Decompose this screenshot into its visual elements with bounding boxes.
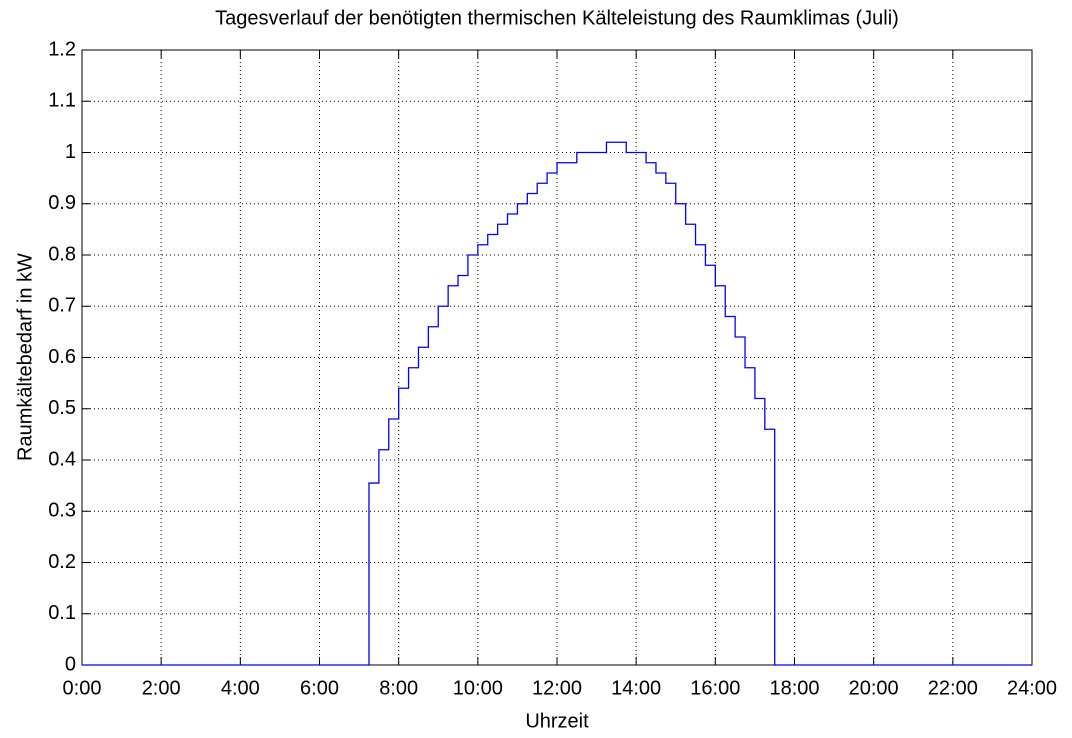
y-tick-label: 0.3 <box>48 500 76 522</box>
y-tick-label: 0.8 <box>48 243 76 265</box>
x-tick-label: 8:00 <box>379 677 418 699</box>
data-line <box>82 141 1032 666</box>
y-tick-label: 0.4 <box>48 448 76 470</box>
y-tick-label: 1.2 <box>48 38 76 60</box>
axes-box <box>81 49 1033 666</box>
x-tick-label: 6:00 <box>300 677 339 699</box>
x-axis-label: Uhrzeit <box>525 710 589 732</box>
x-tick-label: 14:00 <box>611 677 661 699</box>
x-tick-label: 4:00 <box>221 677 260 699</box>
y-tick-label: 0 <box>65 653 76 675</box>
x-tick-label: 24:00 <box>1007 677 1057 699</box>
x-tick-label: 18:00 <box>769 677 819 699</box>
y-tick-label: 0.2 <box>48 551 76 573</box>
x-tick-label: 12:00 <box>532 677 582 699</box>
x-tick-label: 20:00 <box>849 677 899 699</box>
y-tick-label: 0.1 <box>48 602 76 624</box>
y-tick-label: 0.9 <box>48 192 76 214</box>
chart-title: Tagesverlauf der benötigten thermischen … <box>215 7 899 29</box>
y-tick-label: 1.1 <box>48 90 76 112</box>
y-tick-label: 0.7 <box>48 295 76 317</box>
y-tick-label: 1 <box>65 141 76 163</box>
x-tick-label: 16:00 <box>690 677 740 699</box>
x-tick-label: 0:00 <box>63 677 102 699</box>
y-axis-label: Raumkältebedarf in kW <box>14 253 36 461</box>
y-tick-label: 0.6 <box>48 346 76 368</box>
x-tick-label: 2:00 <box>142 677 181 699</box>
x-tick-label: 10:00 <box>453 677 503 699</box>
x-tick-label: 22:00 <box>928 677 978 699</box>
y-tick-label: 0.5 <box>48 397 76 419</box>
